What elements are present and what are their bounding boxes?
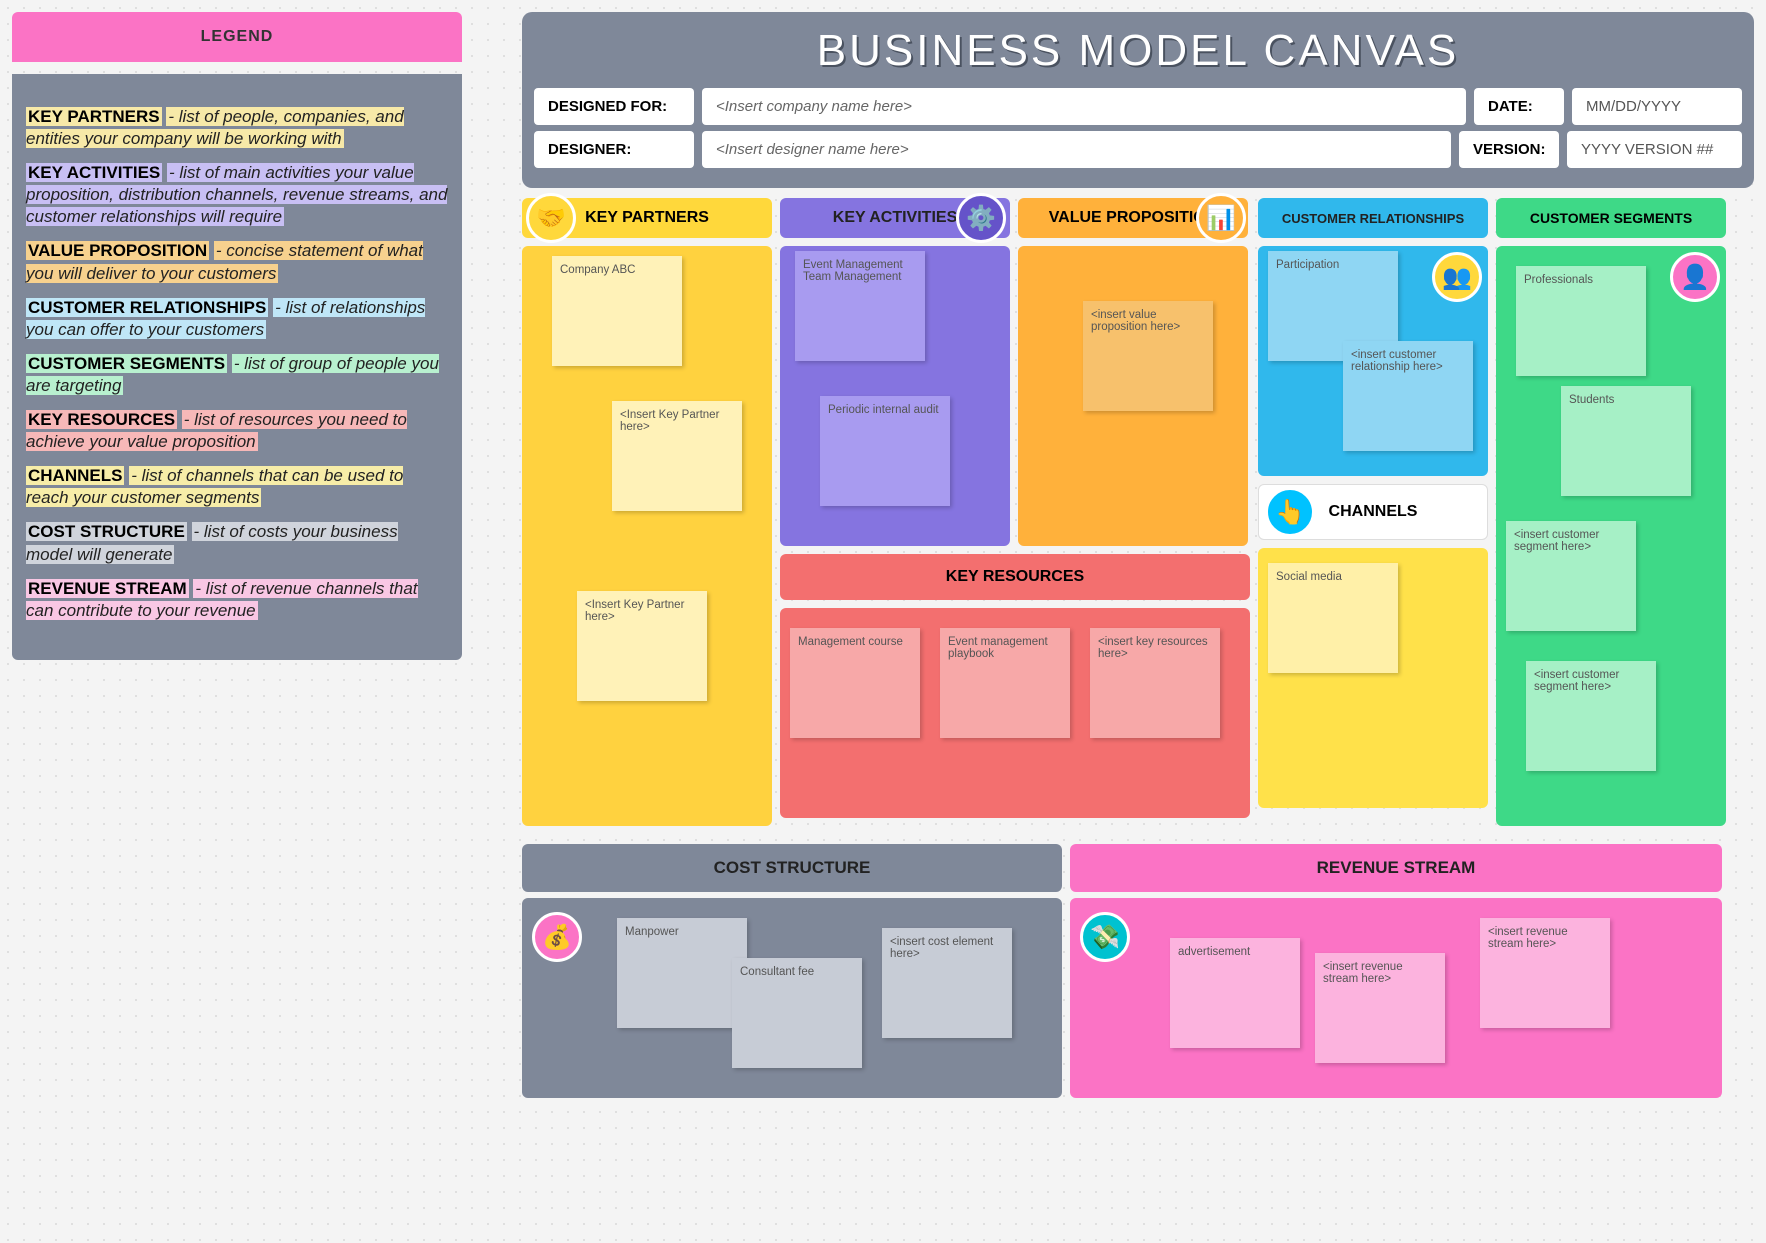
sticky-note[interactable]: <insert customer segment here> (1526, 661, 1656, 771)
canvas-area: BUSINESS MODEL CANVAS DESIGNED FOR: <Ins… (522, 12, 1754, 1098)
main-title: BUSINESS MODEL CANVAS (534, 28, 1742, 74)
date-label: DATE: (1474, 88, 1564, 125)
customer-segments-body[interactable]: 👤 ProfessionalsStudents <insert customer … (1496, 246, 1726, 826)
revenue-stream-body[interactable]: 💸 advertisement<insert revenue stream he… (1070, 898, 1722, 1098)
gear-icon: ⚙️ (956, 193, 1006, 243)
sticky-note[interactable]: Students (1561, 386, 1691, 496)
cost-structure-header: COST STRUCTURE (522, 844, 1062, 892)
legend-item: COST STRUCTURE - list of costs your busi… (26, 521, 448, 565)
sticky-note[interactable]: advertisement (1170, 938, 1300, 1048)
revenue-stream-header: REVENUE STREAM (1070, 844, 1722, 892)
designer-label: DESIGNER: (534, 131, 694, 168)
title-bar: BUSINESS MODEL CANVAS DESIGNED FOR: <Ins… (522, 12, 1754, 188)
sticky-note[interactable]: Manpower (617, 918, 747, 1028)
legend-item: KEY PARTNERS - list of people, companies… (26, 106, 448, 150)
key-partners-header: 🤝 KEY PARTNERS (522, 198, 772, 238)
sticky-note[interactable]: <insert value proposition here> (1083, 301, 1213, 411)
key-activities-body[interactable]: Event Management Team Management Periodic… (780, 246, 1010, 546)
sticky-note[interactable]: Consultant fee (732, 958, 862, 1068)
sticky-note[interactable]: <insert customer segment here> (1506, 521, 1636, 631)
sticky-note[interactable]: Company ABC (552, 256, 682, 366)
key-resources-body[interactable]: Management courseEvent management playbo… (780, 608, 1250, 818)
designer-value[interactable]: <Insert designer name here> (702, 131, 1451, 168)
sticky-note[interactable]: <Insert Key Partner here> (577, 591, 707, 701)
canvas-grid: 🤝 KEY PARTNERS Company ABC <Insert Key Pa… (522, 198, 1754, 826)
designed-for-value[interactable]: <Insert company name here> (702, 88, 1466, 125)
legend-body: KEY PARTNERS - list of people, companies… (12, 74, 462, 660)
moneybag-icon: 💰 (532, 912, 582, 962)
sticky-note[interactable]: <insert cost element here> (882, 928, 1012, 1038)
sticky-note[interactable]: Social media (1268, 563, 1398, 673)
legend-panel: LEGEND KEY PARTNERS - list of people, co… (12, 12, 462, 1098)
value-proposition-header: VALUE PROPOSITION 📊 (1018, 198, 1248, 238)
date-value[interactable]: MM/DD/YYYY (1572, 88, 1742, 125)
sticky-note[interactable]: <insert revenue stream here> (1480, 918, 1610, 1028)
sticky-note[interactable]: Event management playbook (940, 628, 1070, 738)
people-icon: 👥 (1432, 252, 1482, 302)
key-partners-body[interactable]: Company ABC <Insert Key Partner here> <Ins… (522, 246, 772, 826)
legend-item: VALUE PROPOSITION - concise statement of… (26, 240, 448, 284)
key-activities-header: KEY ACTIVITIES ⚙️ (780, 198, 1010, 238)
version-label: VERSION: (1459, 131, 1559, 168)
tap-icon: 👆 (1265, 487, 1315, 537)
value-proposition-body[interactable]: <insert value proposition here> (1018, 246, 1248, 546)
presentation-icon: 📊 (1196, 193, 1246, 243)
legend-item: CUSTOMER SEGMENTS - list of group of peo… (26, 353, 448, 397)
designed-for-label: DESIGNED FOR: (534, 88, 694, 125)
sticky-note[interactable]: Management course (790, 628, 920, 738)
sticky-note[interactable]: Periodic internal audit (820, 396, 950, 506)
legend-item: CHANNELS - list of channels that can be … (26, 465, 448, 509)
legend-item: KEY ACTIVITIES - list of main activities… (26, 162, 448, 228)
sticky-note[interactable]: <insert revenue stream here> (1315, 953, 1445, 1063)
sticky-note[interactable]: <insert customer relationship here> (1343, 341, 1473, 451)
sticky-note[interactable]: Professionals (1516, 266, 1646, 376)
legend-title: LEGEND (12, 12, 462, 62)
channels-body[interactable]: Social media (1258, 548, 1488, 808)
legend-item: CUSTOMER RELATIONSHIPS - list of relatio… (26, 297, 448, 341)
cash-icon: 💸 (1080, 912, 1130, 962)
sticky-note[interactable]: <Insert Key Partner here> (612, 401, 742, 511)
meta-row-1: DESIGNED FOR: <Insert company name here>… (534, 88, 1742, 125)
legend-item: KEY RESOURCES - list of resources you ne… (26, 409, 448, 453)
key-resources-header: KEY RESOURCES (780, 554, 1250, 600)
handshake-icon: 🤝 (526, 193, 576, 243)
sticky-note[interactable]: <insert key resources here> (1090, 628, 1220, 738)
customer-relationships-header: CUSTOMER RELATIONSHIPS (1258, 198, 1488, 238)
channels-header: 👆 CHANNELS (1258, 484, 1488, 540)
version-value[interactable]: YYYY VERSION ## (1567, 131, 1742, 168)
sticky-note[interactable]: Event Management Team Management (795, 251, 925, 361)
customer-relationships-body[interactable]: 👥 Participation<insert customer relation… (1258, 246, 1488, 476)
canvas-bottom-row: COST STRUCTURE 💰 ManpowerConsultant fee<… (522, 844, 1754, 1098)
customer-segments-header: CUSTOMER SEGMENTS (1496, 198, 1726, 238)
cost-structure-body[interactable]: 💰 ManpowerConsultant fee<insert cost ele… (522, 898, 1062, 1098)
person-icon: 👤 (1670, 252, 1720, 302)
legend-item: REVENUE STREAM - list of revenue channel… (26, 578, 448, 622)
meta-row-2: DESIGNER: <Insert designer name here> VE… (534, 131, 1742, 168)
